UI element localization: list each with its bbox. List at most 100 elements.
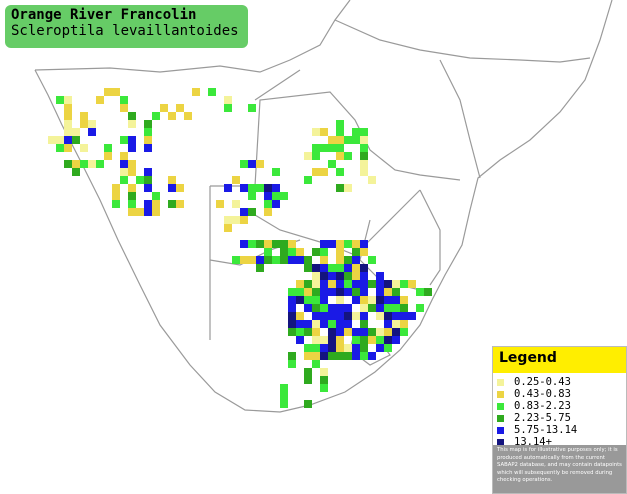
map-cell [328, 320, 336, 328]
map-cell [304, 352, 312, 360]
map-cell [64, 128, 72, 136]
map-cell [72, 128, 80, 136]
map-cell [328, 264, 336, 272]
legend-item: 0.83-2.23 [493, 400, 626, 412]
map-cell [400, 320, 408, 328]
map-cell [128, 120, 136, 128]
map-cell [88, 128, 96, 136]
map-cell [240, 160, 248, 168]
legend-label: 0.25-0.43 [514, 376, 571, 388]
map-cell [64, 112, 72, 120]
map-cell [312, 344, 320, 352]
map-cell [424, 288, 432, 296]
map-cell [336, 320, 344, 328]
map-cell [240, 216, 248, 224]
map-cell [264, 256, 272, 264]
map-cell [376, 344, 384, 352]
map-cell [320, 128, 328, 136]
map-cell [64, 96, 72, 104]
map-cell [256, 160, 264, 168]
map-cell [144, 184, 152, 192]
map-cell [392, 336, 400, 344]
map-cell [368, 336, 376, 344]
map-cell [128, 136, 136, 144]
map-cell [120, 168, 128, 176]
map-cell [392, 320, 400, 328]
map-cell [264, 184, 272, 192]
map-cell [280, 400, 288, 408]
map-cell [368, 304, 376, 312]
map-cell [248, 256, 256, 264]
map-cell [72, 168, 80, 176]
map-cell [56, 144, 64, 152]
map-cell [384, 336, 392, 344]
map-cell [344, 320, 352, 328]
legend-swatch [497, 378, 504, 386]
map-cell [320, 264, 328, 272]
map-cell [304, 320, 312, 328]
map-cell [104, 88, 112, 96]
map-cell [344, 136, 352, 144]
map-cell [368, 352, 376, 360]
map-cell [376, 328, 384, 336]
map-cell [128, 184, 136, 192]
legend-swatch [497, 402, 504, 410]
legend-swatch [497, 414, 504, 422]
map-cell [376, 296, 384, 304]
map-cell [176, 104, 184, 112]
map-cell [240, 184, 248, 192]
map-cell [280, 240, 288, 248]
map-cell [336, 256, 344, 264]
map-cell [136, 208, 144, 216]
map-cell [336, 344, 344, 352]
map-cell [328, 272, 336, 280]
map-cell [248, 208, 256, 216]
map-cell [328, 352, 336, 360]
map-cell [336, 144, 344, 152]
map-cell [128, 144, 136, 152]
map-cell [320, 376, 328, 384]
legend-swatch [497, 438, 504, 446]
map-cell [320, 240, 328, 248]
map-cell [376, 272, 384, 280]
map-cell [312, 128, 320, 136]
map-cell [296, 320, 304, 328]
map-cell [288, 296, 296, 304]
map-cell [360, 280, 368, 288]
map-cell [368, 328, 376, 336]
map-cell [328, 344, 336, 352]
map-cell [216, 200, 224, 208]
map-cell [352, 272, 360, 280]
map-cell [376, 304, 384, 312]
map-cell [312, 280, 320, 288]
map-cell [336, 120, 344, 128]
map-cell [304, 296, 312, 304]
map-cell [288, 352, 296, 360]
map-cell [384, 296, 392, 304]
map-cell [400, 280, 408, 288]
map-cell [384, 328, 392, 336]
map-cell [120, 176, 128, 184]
map-cell [384, 312, 392, 320]
map-cell [336, 136, 344, 144]
map-cell [384, 280, 392, 288]
map-cell [272, 184, 280, 192]
map-cell [280, 256, 288, 264]
map-cell [280, 392, 288, 400]
map-cell [264, 200, 272, 208]
map-cell [224, 216, 232, 224]
map-cell [352, 128, 360, 136]
map-cell [336, 272, 344, 280]
map-cell [240, 240, 248, 248]
map-cell [168, 184, 176, 192]
map-cell [240, 256, 248, 264]
map-cell [64, 136, 72, 144]
legend-item: 0.43-0.83 [493, 388, 626, 400]
map-cell [120, 136, 128, 144]
map-cell [88, 120, 96, 128]
map-cell [256, 256, 264, 264]
map-cell [152, 112, 160, 120]
map-cell [232, 176, 240, 184]
map-cell [352, 328, 360, 336]
map-cell [320, 320, 328, 328]
